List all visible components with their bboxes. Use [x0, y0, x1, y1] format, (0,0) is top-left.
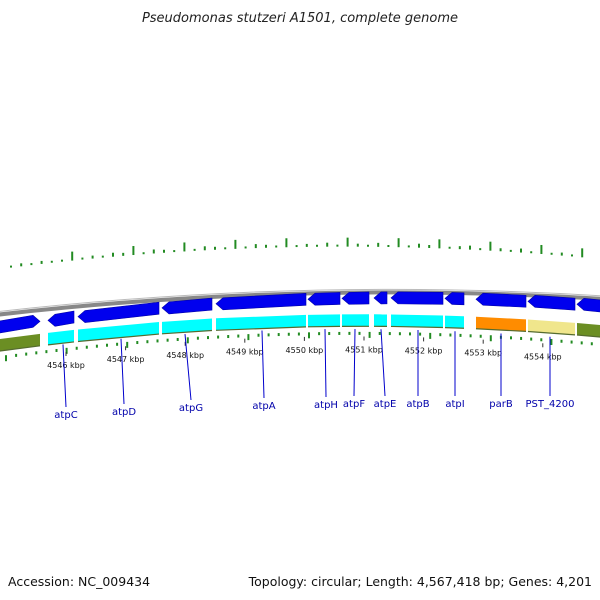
backbone-highlight — [0, 288, 600, 312]
gene-arrow — [527, 295, 576, 311]
gene-label-atpb: atpB — [406, 399, 429, 410]
gene-leader-line — [261, 330, 265, 399]
cds-band-edge — [475, 328, 527, 332]
gene-leader-line — [184, 334, 192, 401]
gene-labels: atpC atpD atpG atpA atpH atpF atpE atpB atpI parB… — [54, 329, 574, 421]
cds-band — [162, 318, 212, 334]
cds-band-edge — [77, 333, 160, 343]
gene-arrow — [390, 291, 444, 305]
topology-text: Topology: circular; Length: 4,567,418 bp… — [248, 574, 592, 589]
gene-label-atpe: atpE — [374, 399, 397, 410]
cds-band-edge — [47, 341, 75, 346]
scale-tick-label: 4553 kbp — [464, 349, 502, 358]
lower-gc-ticks — [5, 331, 593, 362]
gene-arrow — [215, 292, 307, 311]
cds-band — [78, 322, 159, 342]
gene-arrow — [0, 315, 41, 334]
cds-band-edge — [0, 345, 41, 352]
cds-band — [445, 315, 464, 329]
gene-arrow — [161, 297, 213, 315]
gene-arrow — [307, 292, 341, 306]
gene-label-atpf: atpF — [343, 399, 365, 410]
cds-band — [476, 316, 526, 332]
scale-tick-label: 4549 kbp — [226, 348, 264, 357]
cds-band-edge — [215, 326, 307, 331]
gene-track — [0, 291, 600, 334]
cds-band-edge — [444, 326, 465, 329]
gene-leader-line — [62, 344, 67, 408]
cds-band — [374, 314, 387, 327]
gene-arrow — [47, 310, 75, 327]
cds-band — [577, 323, 600, 338]
gene-label-parb: parB — [489, 399, 513, 410]
cds-band-edge — [390, 325, 444, 329]
cds-band — [308, 314, 340, 327]
cds-band-edge — [576, 334, 600, 338]
gene-label-atpd: atpD — [112, 407, 136, 418]
scale-ticks: 4546 kbp 4547 kbp 4548 kbp 4549 kbp 4550 kbp… — [47, 336, 562, 370]
scale-tick-label: 4550 kbp — [286, 346, 324, 355]
map-title: Pseudomonas stutzeri A1501, complete gen… — [142, 11, 458, 26]
cds-band-edge — [161, 329, 213, 335]
cds-band — [342, 314, 369, 327]
gene-arrow — [373, 291, 388, 305]
gene-leader-line — [353, 329, 356, 397]
gene-arrow — [341, 291, 370, 305]
gene-label-atpg: atpG — [179, 403, 203, 414]
cds-band — [48, 329, 74, 345]
gene-label-pst_4200: PST_4200 — [526, 399, 575, 410]
gene-leader-line — [120, 338, 125, 405]
upper-gc-ticks — [10, 237, 584, 268]
gene-leader-line — [324, 329, 327, 398]
accession-text: Accession: NC_009434 — [8, 574, 150, 589]
scale-tick-label: 4554 kbp — [524, 352, 562, 361]
cds-track — [0, 314, 600, 352]
gene-label-atph: atpH — [314, 400, 338, 411]
gene-leader-line — [380, 329, 386, 397]
gene-arrow — [77, 301, 160, 323]
cds-band — [216, 314, 306, 331]
gene-arrow — [576, 297, 600, 313]
scale-tick-label: 4551 kbp — [345, 345, 383, 354]
cds-band — [391, 314, 443, 328]
scale-tick-label: 4552 kbp — [405, 346, 443, 355]
gene-label-atpc: atpC — [54, 410, 77, 421]
gene-label-atpi: atpI — [445, 399, 464, 410]
scale-tick-label: 4548 kbp — [166, 351, 204, 360]
gene-arrow — [444, 292, 465, 306]
cds-band — [528, 319, 575, 335]
gene-arrow — [475, 292, 527, 308]
gene-label-atpa: atpA — [252, 401, 275, 412]
cds-band-edge — [527, 330, 576, 336]
scale-tick-label: 4546 kbp — [47, 361, 85, 370]
scale-tick-label: 4547 kbp — [107, 355, 145, 364]
